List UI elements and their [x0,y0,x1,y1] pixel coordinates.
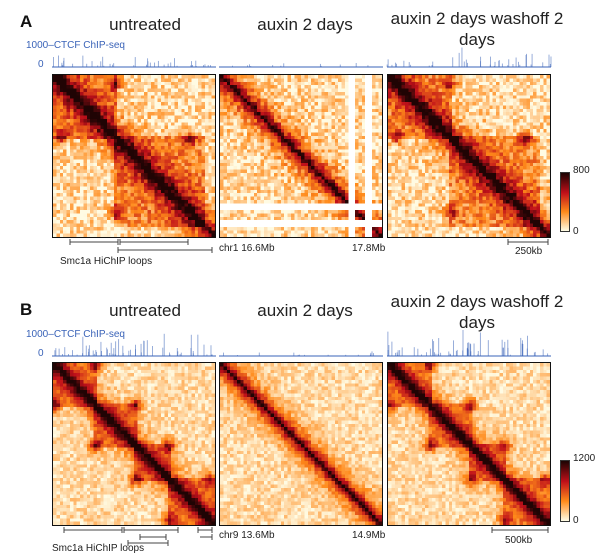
panel-a-colorbar-min: 0 [573,226,579,237]
panel-b-heatmap-washoff [387,362,551,526]
panel-a-loops [69,239,549,253]
panel-a-title-washoff: auxin 2 days washoff 2 days [390,9,564,49]
panel-a-coord-end: 17.8Mb [352,243,386,254]
panel-a-heatmap-washoff [387,74,551,238]
panel-a-chip-zero: 0 [38,59,44,70]
panel-b-chip-zero: 0 [38,348,44,359]
panel-b-loops-label: Smc1a HiChIP loops [52,543,145,554]
panel-a-colorbar-max: 800 [573,165,590,176]
panel-a-letter: A [20,12,33,31]
panel-b-colorbar-min: 0 [573,515,579,526]
panel-a-title-untreated: untreated [109,15,181,34]
panel-a-coord-start: chr1 16.6Mb [219,243,275,254]
panel-b-heatmap-auxin [219,362,383,526]
panel-a-loops-label: Smc1a HiChIP loops [60,256,153,267]
panel-b-title-untreated: untreated [109,301,181,320]
panel-b-letter: B [20,300,33,319]
panel-a-heatmap-untreated [52,74,216,238]
panel-a-title-auxin: auxin 2 days [257,15,353,34]
panel-b-coord-end: 14.9Mb [352,530,386,541]
panel-a-chip-tracks [52,47,552,68]
panel-b-heatmap-untreated [52,362,216,526]
panel-b-chip-label: 1000–CTCF ChIP-seq [26,329,125,340]
panel-b-coord-start: chr9 13.6Mb [219,530,275,541]
panel-a-scale-bar: 250kb [515,246,543,257]
panel-b-scale-bar: 500kb [505,535,533,546]
panel-b-colorbar-max: 1200 [573,453,596,464]
panel-b-colorbar [560,460,570,522]
panel-a-colorbar [560,172,570,232]
panel-a-chip-label: 1000–CTCF ChIP-seq [26,40,125,51]
panel-b-title-auxin: auxin 2 days [257,301,353,320]
panel-b-title-washoff: auxin 2 days washoff 2 days [390,292,564,332]
panel-a-heatmap-auxin [219,74,383,238]
